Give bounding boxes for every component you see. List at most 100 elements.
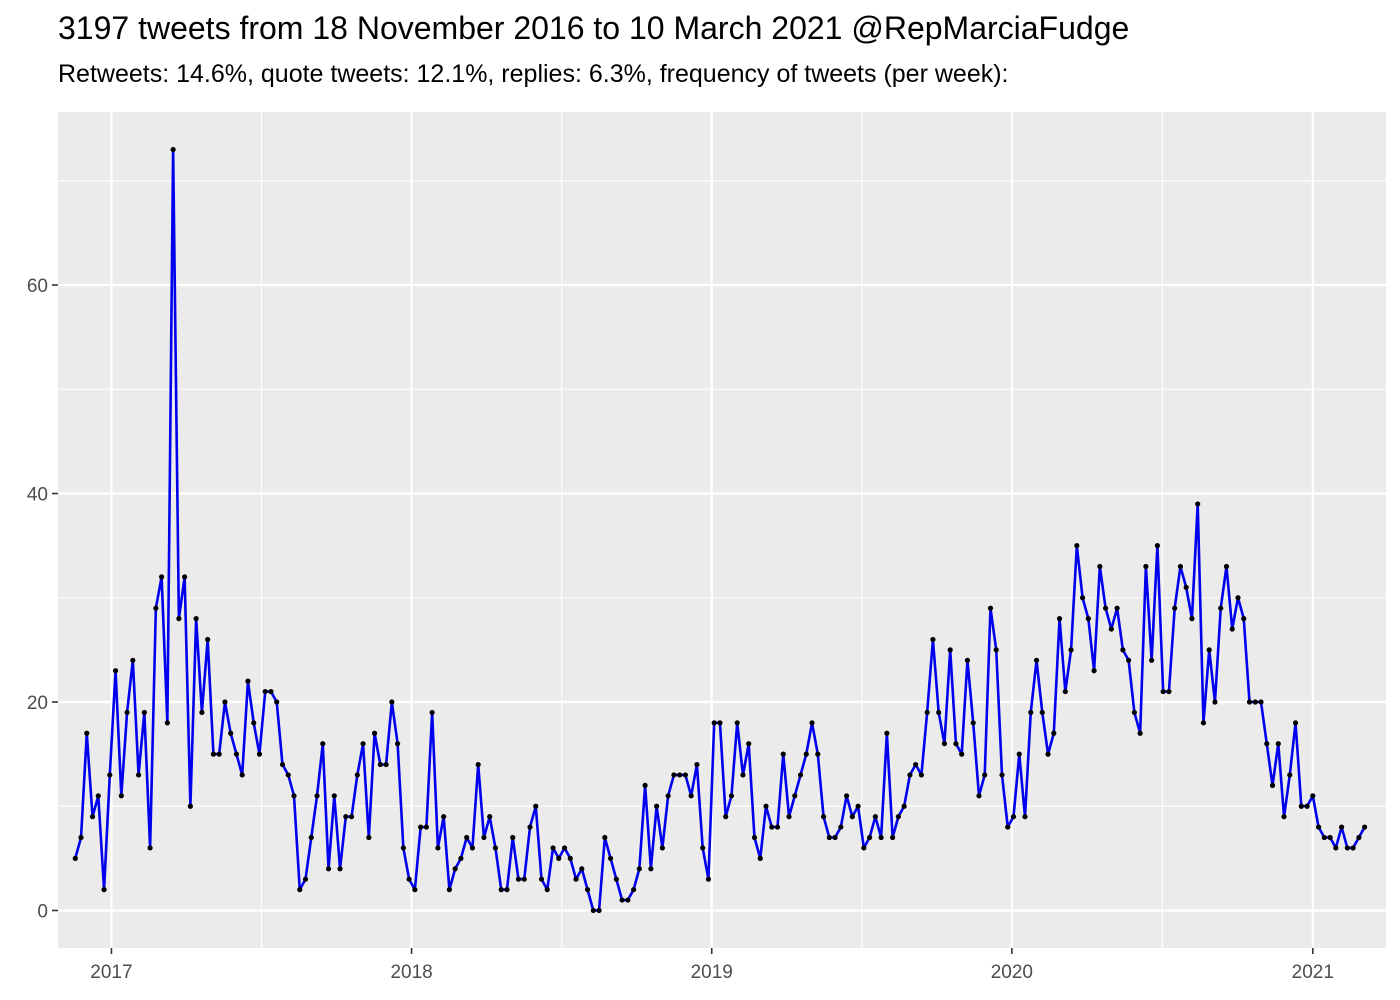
- data-point: [1160, 688, 1166, 695]
- data-point: [1292, 720, 1299, 726]
- data-point: [423, 824, 429, 830]
- data-point: [728, 793, 735, 799]
- data-point: [538, 876, 545, 882]
- data-point: [441, 814, 447, 820]
- data-point: [872, 814, 878, 820]
- data-point: [682, 772, 689, 778]
- data-point: [1062, 688, 1068, 695]
- data-point: [774, 824, 781, 830]
- data-point: [659, 845, 665, 851]
- data-point: [619, 897, 625, 903]
- data-point: [826, 834, 832, 841]
- data-point: [780, 751, 786, 757]
- data-point: [412, 887, 418, 893]
- data-point: [205, 636, 211, 643]
- data-point: [389, 699, 395, 705]
- data-point: [1258, 699, 1264, 705]
- data-point: [1005, 824, 1011, 830]
- data-point: [556, 855, 562, 861]
- data-point: [607, 855, 614, 861]
- data-point: [366, 834, 372, 841]
- data-point: [228, 730, 234, 736]
- data-point: [953, 741, 959, 747]
- data-point: [642, 782, 648, 788]
- data-point: [1235, 595, 1241, 601]
- data-point: [959, 751, 965, 757]
- data-point: [337, 866, 343, 872]
- data-point: [314, 793, 320, 799]
- data-point: [815, 751, 821, 757]
- data-point: [705, 876, 712, 882]
- data-point: [936, 709, 942, 716]
- x-tick-label: 2018: [390, 962, 432, 983]
- data-point: [297, 887, 303, 893]
- data-point: [561, 845, 568, 851]
- data-point: [135, 772, 142, 778]
- data-point: [302, 876, 309, 882]
- minor-gridlines: [58, 112, 1386, 948]
- data-point: [786, 814, 792, 820]
- data-point: [890, 834, 896, 841]
- data-point: [452, 866, 458, 872]
- data-point: [533, 803, 539, 809]
- data-point: [193, 616, 199, 622]
- data-point: [763, 803, 769, 809]
- data-point: [924, 709, 930, 716]
- data-point: [867, 834, 873, 841]
- data-point: [239, 772, 245, 778]
- data-point: [1344, 845, 1350, 851]
- data-point: [176, 616, 182, 622]
- data-point: [1200, 720, 1207, 726]
- data-point: [400, 845, 406, 851]
- data-point: [112, 668, 119, 674]
- data-point: [406, 876, 412, 882]
- data-point: [999, 772, 1005, 778]
- data-point: [1091, 668, 1097, 674]
- data-point: [964, 657, 971, 663]
- data-point: [1241, 616, 1247, 622]
- data-point: [377, 761, 383, 768]
- data-point: [1218, 605, 1224, 611]
- data-point: [1166, 688, 1172, 695]
- data-point: [458, 855, 464, 861]
- data-point: [1195, 501, 1201, 507]
- data-point: [631, 887, 637, 893]
- data-point: [141, 709, 147, 716]
- data-point: [130, 657, 136, 663]
- data-point: [498, 887, 504, 893]
- data-point: [504, 887, 510, 893]
- data-point: [1010, 814, 1017, 820]
- data-point: [1275, 741, 1281, 747]
- data-point: [820, 814, 827, 820]
- data-point: [1108, 626, 1114, 632]
- data-point: [395, 741, 401, 747]
- data-point: [918, 772, 925, 778]
- data-point: [262, 688, 268, 695]
- data-point: [746, 741, 752, 747]
- x-tick-label: 2021: [1292, 962, 1334, 983]
- data-point: [1223, 563, 1230, 570]
- data-point: [159, 574, 165, 580]
- data-point: [1143, 563, 1149, 570]
- data-point: [118, 793, 124, 799]
- data-point: [1126, 657, 1132, 663]
- data-point: [654, 803, 660, 809]
- data-point: [694, 761, 700, 768]
- data-point: [274, 699, 280, 705]
- data-point: [711, 720, 717, 726]
- data-point: [1281, 814, 1287, 820]
- data-point: [700, 845, 706, 851]
- data-point: [320, 741, 326, 747]
- data-point: [251, 720, 257, 726]
- data-point: [1206, 647, 1212, 653]
- data-point: [1103, 605, 1109, 611]
- chart-subtitle: Retweets: 14.6%, quote tweets: 12.1%, re…: [58, 60, 1009, 88]
- data-point: [487, 814, 493, 820]
- data-point: [734, 720, 740, 726]
- data-point: [325, 866, 332, 872]
- data-point: [573, 876, 579, 882]
- data-point: [1183, 584, 1189, 590]
- data-point: [913, 761, 919, 768]
- data-point: [941, 741, 948, 747]
- data-point: [1079, 595, 1086, 601]
